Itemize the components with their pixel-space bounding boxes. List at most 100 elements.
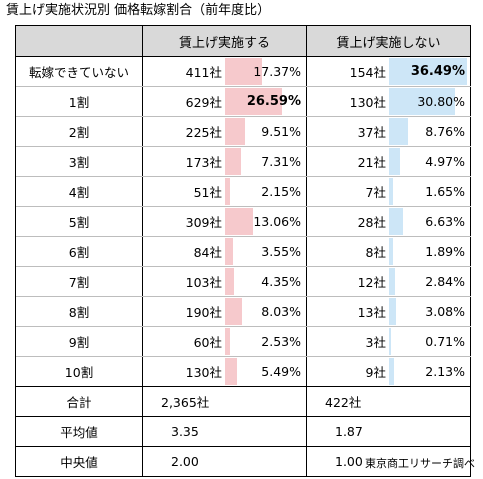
percentage-area: 2.84% <box>389 268 470 295</box>
company-count: 173社 <box>185 155 222 170</box>
table-row: 2割 225社 9.51% 37社 8.76% <box>16 117 471 147</box>
row-label: 2割 <box>16 117 143 146</box>
implemented-cell: 225社 9.51% <box>143 117 307 146</box>
row-label: 1割 <box>16 87 143 116</box>
share-percent: 3.55% <box>261 244 301 259</box>
company-count: 9社 <box>365 365 386 380</box>
row-label: 4割 <box>16 177 143 206</box>
percentage-area: 4.35% <box>225 268 306 295</box>
row-label: 8割 <box>16 297 143 326</box>
company-count: 130社 <box>349 95 386 110</box>
summary-label: 平均値 <box>16 417 143 446</box>
implemented-cell: 173社 7.31% <box>143 147 307 176</box>
percentage-area: 1.89% <box>389 238 470 265</box>
implemented-share-bar <box>225 298 243 325</box>
share-percent: 30.80% <box>417 94 465 109</box>
not-implemented-share-bar <box>389 208 404 235</box>
share-percent: 26.59% <box>246 94 301 109</box>
percentage-area: 2.53% <box>225 328 306 355</box>
percentage-area: 0.71% <box>389 328 470 355</box>
not-implemented-cell: 154社 36.49% <box>307 57 471 86</box>
share-percent: 4.35% <box>261 274 301 289</box>
percentage-area: 13.06% <box>225 208 306 235</box>
not-implemented-cell: 28社 6.63% <box>307 207 471 236</box>
implemented-share-bar <box>225 178 230 205</box>
percentage-area: 9.51% <box>225 118 306 145</box>
implemented-share-bar <box>225 58 263 85</box>
table-row: 1割 629社 26.59% 130社 30.80% <box>16 87 471 117</box>
implemented-cell: 130社 5.49% <box>143 357 307 386</box>
not-implemented-cell: 12社 2.84% <box>307 267 471 296</box>
summary-implemented-cell: 3.35 <box>143 417 307 446</box>
source-note: 東京商工リサーチ調べ <box>365 457 475 470</box>
company-count: 51社 <box>193 185 222 200</box>
implemented-cell: 60社 2.53% <box>143 327 307 356</box>
not-implemented-cell: 8社 1.89% <box>307 237 471 266</box>
implemented-share-bar <box>225 88 282 115</box>
not-implemented-share-bar <box>389 148 400 175</box>
table-row: 転嫁できていない 411社 17.37% 154社 36.49% <box>16 57 471 87</box>
not-implemented-cell: 37社 8.76% <box>307 117 471 146</box>
table-row: 8割 190社 8.03% 13社 3.08% <box>16 297 471 327</box>
percentage-area: 1.65% <box>389 178 470 205</box>
share-percent: 9.51% <box>261 124 301 139</box>
percentage-area: 2.15% <box>225 178 306 205</box>
company-count: 629社 <box>185 95 222 110</box>
company-count: 28社 <box>357 215 386 230</box>
company-count: 190社 <box>185 305 222 320</box>
implemented-cell: 629社 26.59% <box>143 87 307 116</box>
implemented-cell: 103社 4.35% <box>143 267 307 296</box>
percentage-area: 8.76% <box>389 118 470 145</box>
summary-implemented-cell: 2,365社 <box>143 387 307 416</box>
share-percent: 3.08% <box>425 304 465 319</box>
summary-value: 1.00 <box>335 454 363 469</box>
implemented-share-bar <box>225 208 253 235</box>
percentage-area: 5.49% <box>225 358 306 385</box>
percentage-area: 17.37% <box>225 58 306 85</box>
summary-value: 422社 <box>325 395 362 410</box>
table-row: 9割 60社 2.53% 3社 0.71% <box>16 327 471 357</box>
share-percent: 1.89% <box>425 244 465 259</box>
percentage-area: 30.80% <box>389 88 470 115</box>
share-percent: 8.76% <box>425 124 465 139</box>
table-title: 賃上げ実施状況別 価格転嫁割合（前年度比） <box>6 3 271 18</box>
share-percent: 2.84% <box>425 274 465 289</box>
not-implemented-cell: 3社 0.71% <box>307 327 471 356</box>
not-implemented-share-bar <box>389 298 396 325</box>
implemented-cell: 84社 3.55% <box>143 237 307 266</box>
price-pass-through-table: 賃上げ実施する 賃上げ実施しない 転嫁できていない 411社 17.37% 154社 3… <box>15 25 471 477</box>
implemented-cell: 309社 13.06% <box>143 207 307 236</box>
share-percent: 0.71% <box>425 334 465 349</box>
company-count: 411社 <box>185 65 222 80</box>
summary-row: 合計 2,365社 422社 <box>16 387 471 417</box>
implemented-share-bar <box>225 328 231 355</box>
share-percent: 8.03% <box>261 304 301 319</box>
summary-row: 平均値 3.35 1.87 <box>16 417 471 447</box>
percentage-area: 3.08% <box>389 298 470 325</box>
not-implemented-share-bar <box>389 178 393 205</box>
company-count: 60社 <box>193 335 222 350</box>
company-count: 13社 <box>357 305 386 320</box>
company-count: 37社 <box>357 125 386 140</box>
share-percent: 2.15% <box>261 184 301 199</box>
percentage-area: 26.59% <box>225 88 306 115</box>
table-row: 5割 309社 13.06% 28社 6.63% <box>16 207 471 237</box>
share-percent: 36.49% <box>410 64 465 79</box>
summary-value: 3.35 <box>171 424 199 439</box>
implemented-share-bar <box>225 238 233 265</box>
not-implemented-cell: 130社 30.80% <box>307 87 471 116</box>
company-count: 225社 <box>185 125 222 140</box>
not-implemented-share-bar <box>389 328 391 355</box>
company-count: 3社 <box>365 335 386 350</box>
implemented-share-bar <box>225 268 235 295</box>
row-label: 9割 <box>16 327 143 356</box>
percentage-area: 2.13% <box>389 358 470 385</box>
share-percent: 13.06% <box>253 214 301 229</box>
summary-value: 1.87 <box>335 424 363 439</box>
summary-not-implemented-cell: 1.00 <box>307 447 471 476</box>
share-percent: 4.97% <box>425 154 465 169</box>
row-label: 10割 <box>16 357 143 386</box>
not-implemented-cell: 13社 3.08% <box>307 297 471 326</box>
not-implemented-cell: 7社 1.65% <box>307 177 471 206</box>
percentage-area: 6.63% <box>389 208 470 235</box>
